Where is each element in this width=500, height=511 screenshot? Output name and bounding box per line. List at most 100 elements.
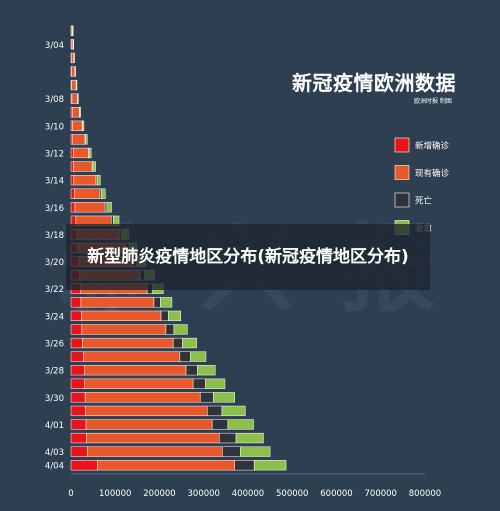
bar-recovered-3-11: [85, 134, 88, 145]
bar-active-4-04: [97, 460, 235, 471]
bar-active-3-28: [84, 365, 187, 376]
bar-death-3-23: [153, 297, 161, 308]
bar-new-4-03: [70, 446, 88, 457]
y-tick-label: 3/08: [45, 95, 64, 105]
legend: 新增确诊现有确诊死亡治愈: [394, 137, 450, 235]
bar-active-3-31: [85, 405, 208, 417]
bar-death-3-29: [192, 378, 206, 389]
bar-active-3-29: [84, 378, 194, 389]
y-tick-label: 3/20: [45, 258, 64, 268]
bar-recovered-3-06: [74, 66, 76, 77]
y-tick-label: 3/22: [45, 285, 64, 295]
bar-new-3-24: [70, 310, 82, 322]
bar-recovered-3-31: [221, 405, 246, 417]
x-tick-label: 300000: [188, 489, 220, 499]
y-tick-label: 3/12: [45, 149, 64, 159]
bar-new-3-26: [70, 337, 83, 349]
y-tick-label: 4/01: [45, 421, 64, 431]
y-tick-label: 3/26: [45, 340, 64, 350]
bar-death-4-02: [218, 432, 237, 444]
bar-death-4-03: [222, 446, 241, 457]
bar-new-3-23: [70, 297, 82, 308]
x-tick-label: 800000: [409, 489, 441, 499]
bar-recovered-3-28: [197, 365, 216, 376]
bar-active-3-25: [81, 324, 167, 335]
bar-active-3-24: [81, 310, 162, 322]
y-tick-label: 3/18: [45, 231, 64, 241]
overlay-title: 新型肺炎疫情地区分布(新冠疫情地区分布): [87, 246, 409, 267]
bar-active-3-13: [73, 161, 93, 172]
bar-active-3-04: [71, 39, 74, 50]
bar-death-3-25: [165, 324, 175, 335]
bar-recovered-3-04: [72, 39, 74, 50]
x-tick-label: 700000: [365, 489, 397, 499]
bar-recovered-4-01: [227, 419, 254, 430]
x-axis: 0 100000 200000 300000 400000 500000 600000 700…: [68, 473, 441, 499]
bar-active-3-16: [74, 202, 106, 213]
y-tick-label: 4/04: [45, 462, 64, 472]
bar-recovered-3-08: [77, 93, 79, 104]
legend-label-1: 现有确诊: [415, 168, 450, 179]
bar-active-3-06: [71, 66, 76, 77]
bar-new-3-13: [70, 161, 74, 172]
bar-recovered-3-14: [96, 174, 101, 186]
bar-new-3-11: [70, 134, 73, 145]
bar-active-3-07: [71, 79, 77, 91]
bar-death-3-24: [160, 310, 169, 322]
bar-recovered-3-16: [106, 202, 112, 213]
bar-new-3-14: [70, 174, 75, 186]
bar-active-3-09: [71, 107, 80, 118]
bar-active-3-05: [71, 52, 75, 64]
bar-recovered-3-29: [205, 378, 226, 389]
chart-title: 新冠疫情欧洲数据: [292, 71, 456, 95]
bar-active-3-08: [71, 93, 78, 104]
y-tick-label: 3/30: [45, 394, 64, 404]
y-tick-label: 3/16: [45, 204, 64, 214]
bar-new-3-25: [70, 324, 83, 335]
bar-new-3-12: [70, 147, 74, 159]
bar-death-3-30: [199, 392, 214, 403]
bar-new-4-01: [70, 419, 87, 430]
legend-label-0: 新增确诊: [415, 141, 450, 152]
y-tick-label: 3/10: [45, 122, 64, 132]
x-tick-label: 100000: [99, 489, 131, 499]
bar-recovered-3-24: [168, 310, 181, 322]
bar-recovered-3-23: [160, 297, 173, 308]
legend-label-2: 死亡: [415, 196, 433, 207]
bar-active-3-26: [82, 337, 174, 349]
x-tick-label: 500000: [276, 489, 308, 499]
bar-recovered-3-07: [76, 79, 78, 91]
bar-active-4-03: [87, 446, 223, 457]
bar-new-3-31: [70, 405, 86, 417]
bar-new-3-28: [70, 365, 85, 376]
bar-active-4-02: [86, 432, 220, 444]
y-tick-label: 3/28: [45, 367, 64, 377]
bar-new-3-15: [70, 188, 75, 199]
legend-swatch-2: [394, 192, 410, 208]
y-tick-label: 3/24: [45, 312, 64, 322]
x-tick-label: 600000: [320, 489, 352, 499]
bar-death-3-26: [172, 337, 183, 349]
y-tick-label: 4/03: [45, 448, 64, 458]
bar-recovered-4-02: [235, 432, 264, 444]
y-axis: 3/04 3/08 3/10 3/12 3/14 3/16 3/18 3/20 3/22 3/24…: [45, 41, 64, 472]
bar-death-4-01: [211, 419, 229, 430]
bar-death-3-16: [104, 202, 108, 213]
bar-recovered-3-27: [190, 351, 207, 362]
bar-recovered-3-25: [173, 324, 188, 335]
y-tick-label: 3/14: [45, 177, 64, 187]
x-tick-label: 0: [68, 489, 73, 499]
bar-new-3-16: [70, 202, 76, 213]
bar-active-3-15: [74, 188, 101, 199]
bar-active-3-11: [72, 134, 86, 145]
y-tick-label: 3/04: [45, 41, 64, 51]
chart-subtitle: 欧洲时报 制图: [414, 98, 452, 105]
bar-recovered-3-26: [182, 337, 197, 349]
bar-active-3-23: [80, 297, 155, 308]
bar-recovered-4-03: [240, 446, 271, 457]
x-tick-label: 400000: [232, 489, 264, 499]
bar-recovered-4-04: [253, 460, 287, 471]
bar-active-3-10: [72, 120, 83, 131]
x-tick-label: 200000: [143, 489, 175, 499]
bar-death-4-04: [234, 460, 255, 471]
